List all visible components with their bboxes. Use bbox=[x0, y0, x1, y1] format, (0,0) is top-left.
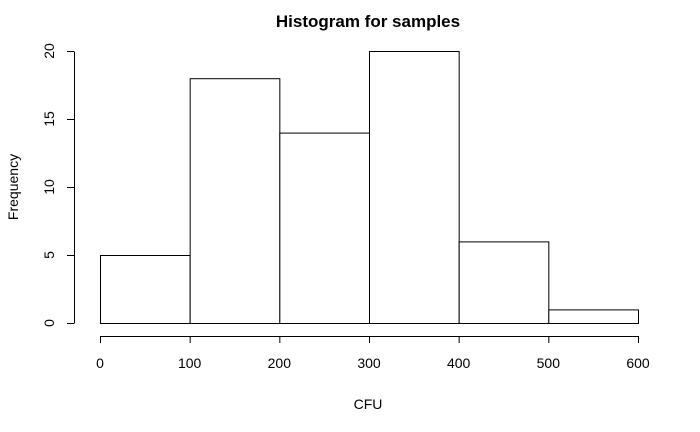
histogram-bar-0-100 bbox=[100, 255, 191, 324]
x-tick-label: 500 bbox=[537, 355, 561, 371]
x-axis: 0 100 200 300 400 500 600 bbox=[96, 336, 650, 371]
chart-title: Histogram for samples bbox=[276, 12, 460, 31]
y-tick-label: 0 bbox=[41, 319, 57, 327]
x-axis-label: CFU bbox=[354, 396, 383, 412]
x-tick-label: 100 bbox=[178, 355, 202, 371]
histogram-bar-500-600 bbox=[548, 309, 639, 324]
y-tick-label: 10 bbox=[41, 179, 57, 195]
x-tick-label: 200 bbox=[268, 355, 292, 371]
histogram-bar-100-200 bbox=[189, 78, 281, 324]
histogram-bar-200-300 bbox=[279, 132, 371, 324]
y-axis-label: Frequency bbox=[5, 154, 21, 220]
x-tick-label: 0 bbox=[96, 355, 104, 371]
x-tick-label: 600 bbox=[626, 355, 650, 371]
x-tick-label: 300 bbox=[357, 355, 381, 371]
histogram-bar-400-500 bbox=[458, 241, 550, 324]
y-tick-label: 15 bbox=[41, 111, 57, 127]
bars-group bbox=[100, 51, 639, 324]
y-tick-label: 20 bbox=[41, 43, 57, 59]
y-tick-label: 5 bbox=[41, 251, 57, 259]
x-tick-label: 400 bbox=[447, 355, 471, 371]
histogram-bar-300-400 bbox=[369, 51, 460, 324]
y-axis: 0 5 10 15 20 bbox=[41, 43, 75, 327]
